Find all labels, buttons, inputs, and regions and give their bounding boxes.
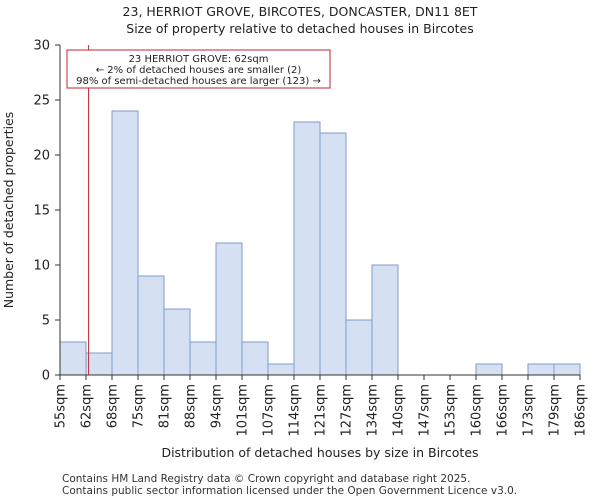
annotation-line: ← 2% of detached houses are smaller (2) [96, 65, 302, 76]
bar [475, 363, 503, 376]
y-tick-label: 5 [42, 314, 50, 329]
annotation-line: 98% of semi-detached houses are larger (… [76, 76, 321, 87]
x-tick-label: 186sqm [574, 384, 589, 437]
x-tick-label: 75sqm [132, 384, 147, 428]
annotation-line: 23 HERRIOT GROVE: 62sqm [129, 54, 269, 65]
x-tick-label: 166sqm [496, 384, 511, 437]
x-tick-label: 55sqm [54, 384, 69, 428]
bar [293, 121, 321, 376]
bar [215, 242, 243, 376]
bar [241, 341, 269, 376]
x-tick-label: 68sqm [106, 384, 121, 428]
x-tick-label: 114sqm [288, 384, 303, 437]
footer-copyright: Contains HM Land Registry data © Crown c… [62, 473, 471, 485]
bar [319, 132, 347, 376]
x-tick-label: 62sqm [80, 384, 95, 428]
x-tick-label: 101sqm [236, 384, 251, 437]
x-tick-label: 107sqm [262, 384, 277, 437]
bar [371, 264, 399, 376]
y-tick-label: 25 [33, 94, 50, 109]
x-tick-label: 179sqm [548, 384, 563, 437]
bar [189, 341, 217, 376]
chart-subtitle: Size of property relative to detached ho… [126, 21, 474, 36]
bar [553, 363, 581, 376]
x-tick-label: 127sqm [340, 384, 355, 437]
x-axis-label: Distribution of detached houses by size … [161, 445, 478, 460]
y-tick-label: 20 [33, 149, 50, 164]
bar [345, 319, 373, 376]
x-tick-label: 140sqm [392, 384, 407, 437]
x-tick-label: 81sqm [158, 384, 173, 428]
x-tick-label: 160sqm [470, 384, 485, 437]
bar [111, 110, 139, 376]
x-tick-label: 94sqm [210, 384, 225, 428]
bar [267, 363, 295, 376]
annotation-box [66, 49, 331, 89]
y-tick-label: 30 [33, 39, 50, 54]
chart-title: 23, HERRIOT GROVE, BIRCOTES, DONCASTER, … [122, 4, 478, 19]
bar [85, 352, 113, 376]
y-tick-label: 0 [42, 369, 50, 384]
y-axis-label: Number of detached properties [1, 112, 16, 309]
x-tick-label: 173sqm [522, 384, 537, 437]
bar [527, 363, 555, 376]
footer-licence: Contains public sector information licen… [62, 485, 518, 497]
y-tick-label: 10 [33, 259, 50, 274]
bar [59, 341, 87, 376]
x-tick-label: 121sqm [314, 384, 329, 437]
x-tick-label: 153sqm [444, 384, 459, 437]
x-tick-label: 88sqm [184, 384, 199, 428]
bar [137, 275, 165, 376]
x-tick-label: 134sqm [366, 384, 381, 437]
x-tick-label: 147sqm [418, 384, 433, 437]
bar [163, 308, 191, 376]
y-tick-label: 15 [33, 204, 50, 219]
